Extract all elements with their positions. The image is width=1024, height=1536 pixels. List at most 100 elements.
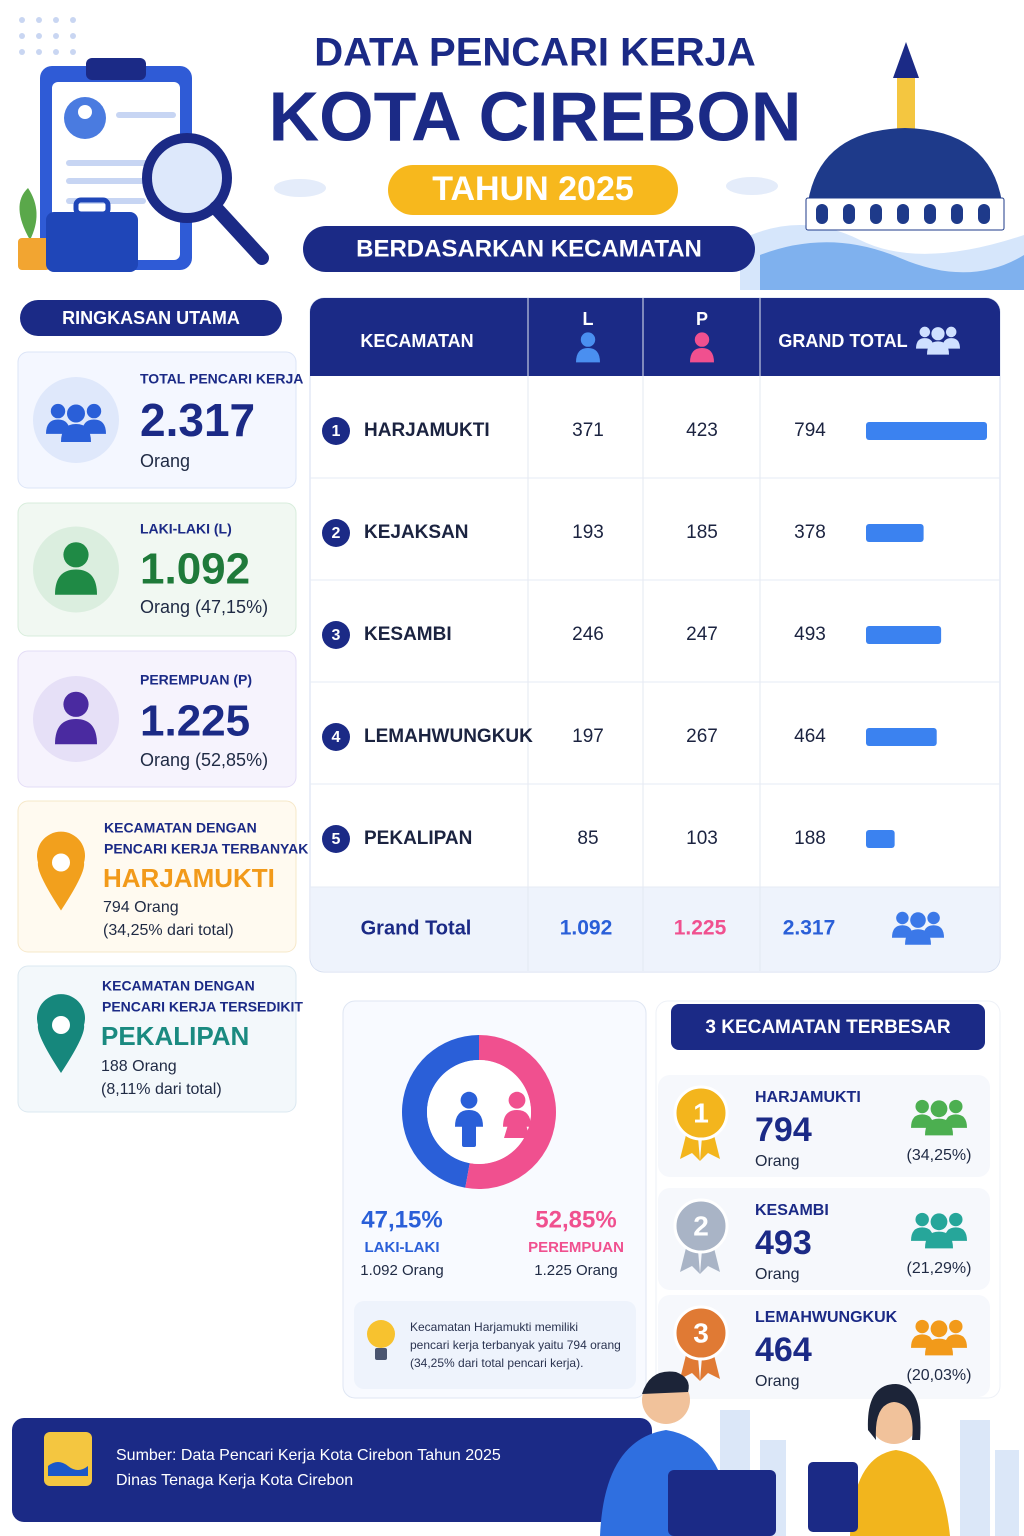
- male-count: 85: [577, 828, 598, 849]
- person-icon-head: [63, 691, 89, 717]
- medal-ribbon: [680, 1248, 720, 1274]
- gender-count: 1.092 Orang: [360, 1262, 443, 1279]
- briefcase: [46, 212, 138, 272]
- people-icon-center-head: [930, 1320, 948, 1338]
- total-bar: [866, 830, 895, 848]
- total-count: 493: [794, 624, 826, 645]
- summary-note: 794 Orang: [103, 899, 179, 916]
- bulb-base: [375, 1348, 387, 1360]
- cloud-decoration: [274, 179, 326, 197]
- total-bar: [866, 626, 942, 644]
- title: KOTA CIREBON: [269, 77, 802, 155]
- medal: [673, 1198, 729, 1254]
- female-symbol-head: [508, 1091, 526, 1109]
- summary-label: PENCARI KERJA TERSEDIKIT: [102, 999, 303, 1015]
- rank-number: 2: [332, 525, 341, 542]
- logo: [44, 1432, 92, 1486]
- top3-heading-badge: [671, 1004, 985, 1050]
- people-icon-center-body: [925, 1338, 953, 1356]
- column-header: P: [696, 309, 708, 329]
- female-count: 103: [686, 828, 718, 849]
- column-header: L: [583, 309, 594, 329]
- top3-share: (20,03%): [907, 1367, 972, 1384]
- minaret-top: [893, 42, 919, 78]
- footer-band: [12, 1418, 652, 1522]
- people-icon-right-head: [945, 326, 957, 338]
- summary-note: (8,11% dari total): [101, 1081, 222, 1098]
- summary-value: 1.225: [140, 697, 250, 746]
- insight-text: Kecamatan Harjamukti memiliki: [410, 1320, 578, 1334]
- building-decoration: [960, 1420, 990, 1536]
- rank-number: 4: [332, 729, 341, 746]
- logo-wave: [48, 1462, 88, 1476]
- summary-heading-badge: [20, 300, 282, 336]
- people-icon-left-head: [915, 1099, 929, 1114]
- mosque-window: [897, 204, 909, 224]
- top3-unit: Orang: [755, 1153, 799, 1170]
- top3-item: [658, 1075, 990, 1177]
- dot-decoration: [53, 17, 59, 23]
- dot-decoration: [53, 33, 59, 39]
- source-text: Dinas Tenaga Kerja Kota Cirebon: [116, 1472, 353, 1489]
- medal-ribbon: [680, 1135, 720, 1161]
- dot-decoration: [19, 49, 25, 55]
- location-pin-hole: [52, 1016, 70, 1034]
- total-label: Grand Total: [361, 917, 472, 939]
- total-bar: [866, 728, 937, 746]
- summary-value: HARJAMUKTI: [103, 863, 275, 893]
- gender-label: PEREMPUAN: [528, 1239, 624, 1256]
- people-icon-left-head: [50, 403, 66, 419]
- summary-note: Orang (47,15%): [140, 597, 268, 617]
- people-icon-right-head: [949, 1099, 963, 1114]
- male-icon-head: [580, 332, 596, 347]
- district-name: PEKALIPAN: [364, 828, 472, 849]
- total-male: 1.092: [560, 917, 613, 940]
- top3-name: HARJAMUKTI: [755, 1089, 861, 1106]
- total-count: 378: [794, 522, 826, 543]
- top3-item: [658, 1295, 990, 1397]
- people-icon-center-head: [910, 912, 926, 928]
- insight-text: (34,25% dari total pencari kerja).: [410, 1356, 583, 1370]
- rank-badge: [322, 417, 350, 445]
- total-bar: [866, 422, 987, 440]
- summary-value: 1.092: [140, 545, 250, 594]
- total-count: 188: [794, 828, 826, 849]
- total-all: 2.317: [783, 917, 836, 940]
- male-count: 197: [572, 726, 604, 747]
- male-legs: [462, 1125, 476, 1147]
- people-icon-left-head: [915, 1319, 929, 1334]
- district-name: HARJAMUKTI: [364, 420, 490, 441]
- people-icon-left-head: [896, 911, 909, 925]
- medal-rank: 3: [693, 1317, 709, 1348]
- mosque-dome: [808, 128, 1002, 202]
- male-symbol-head: [460, 1091, 478, 1109]
- male-count: 193: [572, 522, 604, 543]
- mosque-window: [924, 204, 936, 224]
- person-icon-body: [55, 569, 97, 595]
- medal-rank: 2: [693, 1210, 709, 1241]
- rank-number: 5: [332, 831, 341, 848]
- summary-label: PEREMPUAN (P): [140, 672, 252, 688]
- rank-number: 3: [332, 627, 341, 644]
- year-badge: [388, 165, 678, 215]
- people-icon-center-head: [930, 1213, 948, 1231]
- top3-name: KESAMBI: [755, 1202, 829, 1219]
- woman-body: [850, 1450, 950, 1536]
- top3-share: (21,29%): [907, 1260, 972, 1277]
- summary-value: PEKALIPAN: [101, 1021, 249, 1051]
- rank-number: 1: [332, 423, 341, 440]
- female-count: 267: [686, 726, 718, 747]
- top3-unit: Orang: [755, 1266, 799, 1283]
- medal-ribbon: [680, 1355, 720, 1381]
- gender-label: LAKI-LAKI: [365, 1239, 440, 1256]
- mosque-window: [978, 204, 990, 224]
- people-icon-center-body: [925, 1118, 953, 1136]
- people-icon-center-head: [931, 327, 945, 341]
- location-pin-hole: [52, 853, 70, 872]
- person-icon-head: [63, 542, 89, 568]
- plant-leaf: [19, 188, 37, 240]
- briefcase-handle: [73, 197, 111, 217]
- top3-item: [658, 1188, 990, 1290]
- dot-decoration: [36, 49, 42, 55]
